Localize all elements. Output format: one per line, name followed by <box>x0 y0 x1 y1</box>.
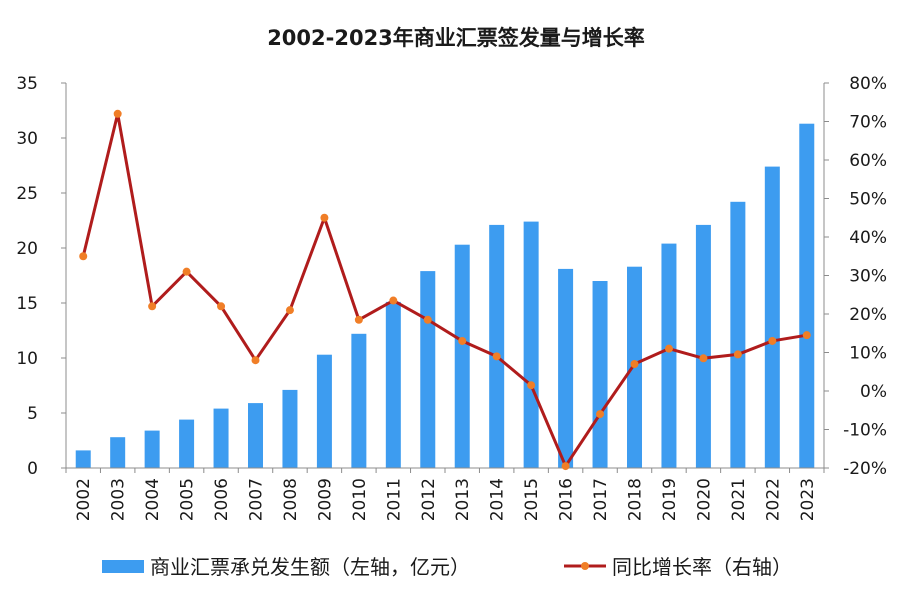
x-tick-label: 2014 <box>488 478 508 521</box>
y-left-tick-label: 20 <box>16 239 38 259</box>
y-right-tick-label: 70% <box>849 113 887 133</box>
point-2002 <box>79 252 88 261</box>
y-right-tick-label: 50% <box>849 190 887 210</box>
y-right-tick-label: -10% <box>843 421 887 441</box>
chart-title: 2002-2023年商业汇票签发量与增长率 <box>267 26 645 50</box>
x-tick-label: 2017 <box>591 478 611 521</box>
point-2010 <box>354 315 363 324</box>
y-right-tick-label: 30% <box>849 267 887 287</box>
bar-2002 <box>75 450 91 468</box>
y-left-tick-label: 10 <box>16 349 38 369</box>
x-tick-label: 2011 <box>384 478 404 521</box>
x-tick-label: 2003 <box>109 478 129 521</box>
x-tick-label: 2010 <box>350 478 370 521</box>
bar-2015 <box>523 221 539 468</box>
x-tick-label: 2018 <box>626 478 646 521</box>
bar-2012 <box>420 271 436 468</box>
point-2022 <box>768 336 777 345</box>
point-2005 <box>182 267 191 276</box>
y-left-tick-label: 15 <box>16 294 38 314</box>
x-tick-label: 2023 <box>798 478 818 521</box>
x-tick-label: 2019 <box>660 478 680 521</box>
point-2016 <box>561 462 570 471</box>
point-2013 <box>458 336 467 345</box>
x-tick-label: 2005 <box>178 478 198 521</box>
point-2020 <box>699 354 708 363</box>
y-right-tick-label: 0% <box>860 382 887 402</box>
bar-2013 <box>454 244 470 468</box>
y-left-tick-label: 30 <box>16 129 38 149</box>
x-tick-label: 2012 <box>419 478 439 521</box>
bar-2014 <box>489 224 505 468</box>
point-2011 <box>389 296 398 305</box>
y-right-tick-label: 40% <box>849 228 887 248</box>
x-tick-label: 2021 <box>729 478 749 521</box>
bar-2011 <box>385 301 401 468</box>
point-2004 <box>148 302 157 311</box>
axes: 0 5 10 15 20 25 30 35 -20% -10% 0% 10% 20% 30% 40% 50% 6… <box>16 74 887 521</box>
line-series <box>79 109 811 471</box>
point-2014 <box>492 352 501 361</box>
legend: 商业汇票承兑发生额（左轴，亿元） 同比增长率（右轴） <box>102 555 792 579</box>
bar-2004 <box>144 430 160 468</box>
bar-2003 <box>110 437 126 468</box>
y-right-tick-label: 60% <box>849 151 887 171</box>
point-2006 <box>217 302 226 311</box>
x-tick-label: 2022 <box>763 478 783 521</box>
bar-2017 <box>592 281 608 468</box>
point-2021 <box>733 350 742 359</box>
y-right-tick-label: 10% <box>849 344 887 364</box>
x-tick-label: 2007 <box>247 478 267 521</box>
y-left-tick-label: 35 <box>16 74 38 94</box>
legend-line-label: 同比增长率（右轴） <box>612 555 792 579</box>
point-2008 <box>285 306 294 315</box>
bar-2016 <box>558 268 574 468</box>
x-tick-label: 2009 <box>315 478 335 521</box>
point-2023 <box>802 331 811 340</box>
x-tick-label: 2016 <box>557 478 577 521</box>
bar-2008 <box>282 389 298 468</box>
bar-2005 <box>179 419 195 468</box>
bar-2007 <box>248 403 263 468</box>
legend-bar-label: 商业汇票承兑发生额（左轴，亿元） <box>150 555 470 579</box>
bar-2009 <box>316 354 332 468</box>
y-right-tick-label: -20% <box>843 459 887 479</box>
bar-2021 <box>730 201 746 469</box>
growth-rate-line <box>81 112 808 468</box>
y-right-tick-label: 20% <box>849 305 887 325</box>
point-2003 <box>113 109 122 118</box>
x-tick-label: 2004 <box>143 478 163 521</box>
bar-series <box>75 123 815 469</box>
legend-line-marker <box>581 562 589 570</box>
x-tick-label: 2008 <box>281 478 301 521</box>
bar-2019 <box>661 243 677 468</box>
y-right-tick-label: 80% <box>849 74 887 94</box>
x-tick-label: 2002 <box>74 478 94 521</box>
point-2007 <box>251 356 260 365</box>
bar-2023 <box>799 123 815 468</box>
bar-2020 <box>695 224 711 468</box>
x-tick-label: 2015 <box>522 478 542 521</box>
x-tick-label: 2020 <box>694 478 714 521</box>
point-2009 <box>320 213 329 222</box>
y-left-tick-label: 25 <box>16 184 38 204</box>
bar-2022 <box>764 166 780 468</box>
point-2012 <box>423 315 432 324</box>
bar-2010 <box>351 333 367 468</box>
point-2017 <box>596 410 605 419</box>
bar-2006 <box>213 408 229 468</box>
x-tick-label: 2013 <box>453 478 473 521</box>
point-2015 <box>527 381 536 390</box>
y-left-tick-label: 5 <box>27 404 38 424</box>
point-2019 <box>664 344 673 353</box>
legend-bar-swatch <box>102 560 144 573</box>
point-2018 <box>630 360 639 369</box>
y-left-tick-label: 0 <box>27 459 38 479</box>
x-tick-label: 2006 <box>212 478 232 521</box>
